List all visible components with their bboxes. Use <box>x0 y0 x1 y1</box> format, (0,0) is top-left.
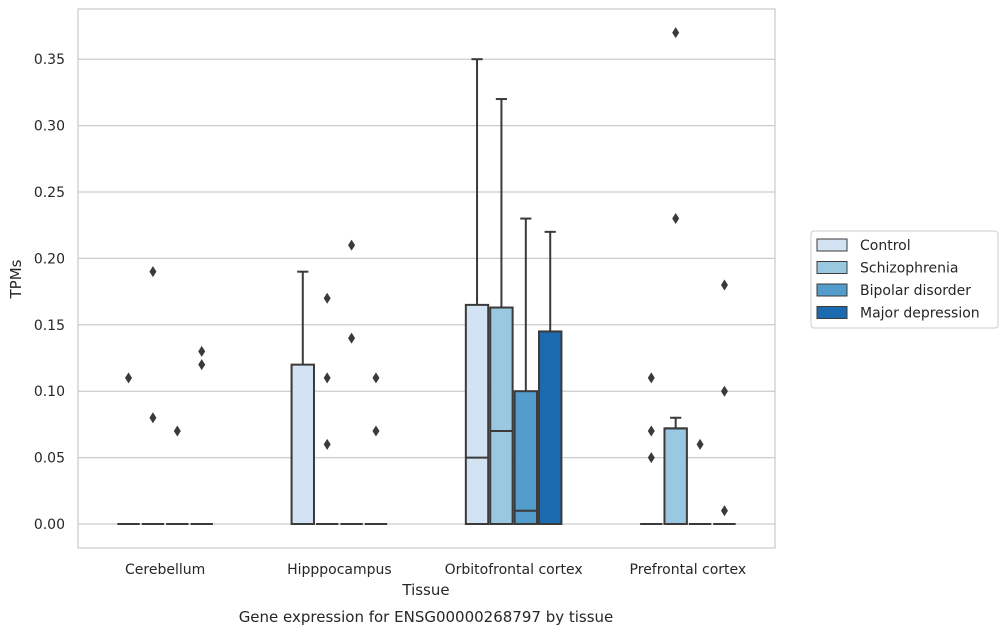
box-1-2 <box>340 239 363 525</box>
legend: Control Schizophrenia Bipolar disorder Majo… <box>810 230 999 329</box>
outlier-point <box>720 505 728 517</box>
y-tick-label: 0.25 <box>34 185 65 201</box>
plot-area-frame <box>77 8 776 549</box>
box-body <box>464 303 490 525</box>
box-1-1 <box>315 292 339 525</box>
box-body <box>513 390 539 526</box>
box-body <box>663 427 688 525</box>
y-tick-label: 0.15 <box>34 318 65 334</box>
box-body <box>290 363 315 526</box>
box-2-0 <box>464 58 490 525</box>
box-2-2 <box>513 217 539 526</box>
box-body <box>538 330 563 525</box>
x-axis-label: Tissue <box>401 581 449 599</box>
outlier-point <box>323 438 331 450</box>
outlier-point <box>198 359 206 371</box>
box-1-3 <box>364 372 388 525</box>
y-tick-label: 0.35 <box>34 52 65 68</box>
legend-swatch <box>816 238 848 252</box>
gridlines <box>78 58 775 525</box>
outlier-point <box>173 425 181 437</box>
box-3-0 <box>640 372 663 525</box>
legend-label: Schizophrenia <box>860 261 958 277</box>
box-body <box>489 306 514 526</box>
outlier-point <box>323 292 331 304</box>
x-tick-label: Orbitofrontal cortex <box>445 562 583 578</box>
x-tick-label: Cerebellum <box>125 562 205 578</box>
outlier-point <box>372 372 380 384</box>
x-tick-label: Prefrontal cortex <box>630 562 747 578</box>
box-series <box>117 27 736 526</box>
outlier-point <box>647 452 655 464</box>
chart-title: Gene expression for ENSG00000268797 by t… <box>239 608 614 626</box>
box-2-1 <box>489 98 514 526</box>
y-tick-label: 0.30 <box>34 119 65 135</box>
outlier-point <box>720 279 728 291</box>
outlier-point <box>672 213 680 225</box>
box-3-1 <box>663 27 688 525</box>
outlier-point <box>720 385 728 397</box>
y-tick-label: 0.05 <box>34 451 65 467</box>
y-axis-label: TPMs <box>7 259 25 299</box>
outlier-point <box>198 345 206 357</box>
x-tick-label: Hipppocampus <box>287 562 392 578</box>
legend-swatch <box>816 306 848 319</box>
box-0-0 <box>117 372 140 525</box>
outlier-point <box>323 372 331 384</box>
legend-label: Bipolar disorder <box>860 283 971 299</box>
x-tick-labels: Cerebellum Hipppocampus Orbitofrontal cort… <box>125 562 746 578</box>
legend-frame <box>810 230 999 329</box>
box-3-3 <box>713 279 736 525</box>
box-0-2 <box>166 425 189 525</box>
box-0-1 <box>141 266 165 525</box>
outlier-point <box>672 27 680 39</box>
legend-swatch <box>816 283 848 297</box>
y-tick-labels: 0.00 0.05 0.10 0.15 0.20 0.25 0.30 0.35 <box>34 52 65 533</box>
outlier-point <box>149 412 157 424</box>
outlier-point <box>348 239 356 251</box>
outlier-point <box>647 372 655 384</box>
outlier-point <box>125 372 133 384</box>
box-2-3 <box>538 230 563 525</box>
outlier-point <box>348 332 356 344</box>
legend-swatch <box>816 261 848 274</box>
outlier-point <box>647 425 655 437</box>
y-tick-label: 0.10 <box>34 384 65 400</box>
box-0-3 <box>190 345 213 525</box>
outlier-point <box>149 266 157 278</box>
box-1-0 <box>290 270 315 526</box>
outlier-point <box>372 425 380 437</box>
legend-label: Major depression <box>860 306 980 322</box>
y-tick-label: 0.00 <box>34 517 65 533</box>
box-3-2 <box>688 438 712 525</box>
y-tick-label: 0.20 <box>34 251 65 267</box>
legend-label: Control <box>860 238 911 254</box>
outlier-point <box>696 438 704 450</box>
